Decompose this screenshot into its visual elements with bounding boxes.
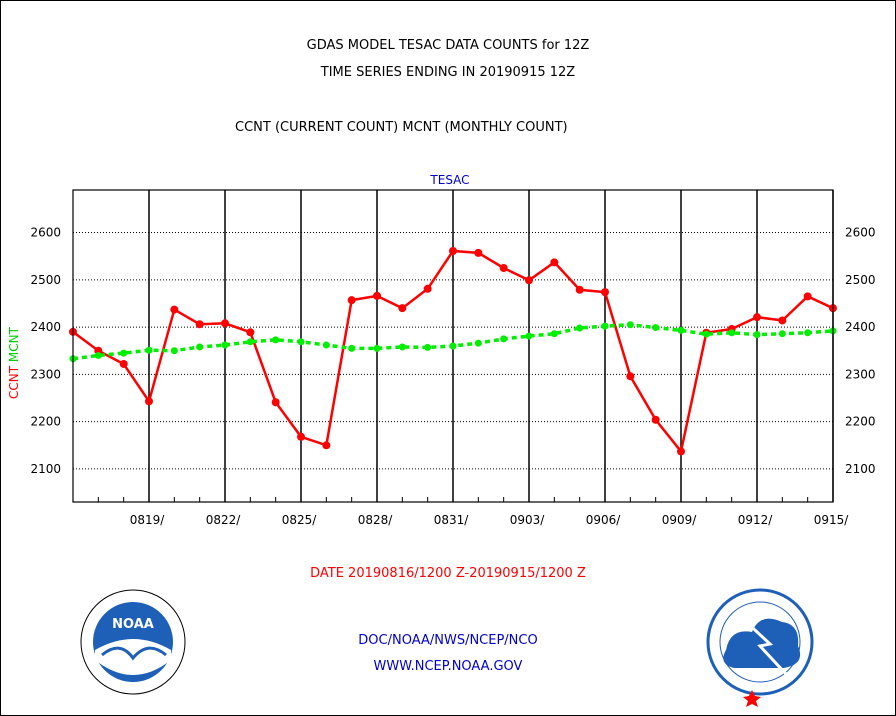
chart-subheading: TIME SERIES ENDING IN 20190915 12Z bbox=[320, 65, 576, 80]
data-point-mcnt bbox=[652, 324, 660, 332]
y-tick-label-left: 2600 bbox=[30, 226, 61, 240]
y-tick-label-left: 2200 bbox=[30, 415, 61, 429]
data-point-mcnt bbox=[677, 326, 685, 334]
data-point-ccnt bbox=[803, 292, 812, 301]
y-tick-label-right: 2300 bbox=[845, 367, 876, 381]
data-point-ccnt bbox=[474, 248, 483, 257]
data-point-ccnt bbox=[525, 276, 533, 285]
data-point-ccnt bbox=[297, 432, 305, 441]
y-tick-label-right: 2200 bbox=[845, 415, 876, 429]
axes: 2100 2100 2200 2200 2300 2300 2400 2400 2500 2500… bbox=[30, 189, 876, 527]
data-point-ccnt bbox=[271, 398, 280, 407]
data-point-mcnt bbox=[297, 338, 305, 346]
data-point-mcnt bbox=[576, 324, 584, 332]
y-tick-label-right: 2500 bbox=[845, 273, 876, 287]
data-point-ccnt bbox=[246, 328, 255, 337]
org-line: DOC/NOAA/NWS/NCEP/NCO bbox=[358, 633, 538, 648]
data-point-mcnt bbox=[728, 329, 736, 337]
data-point-mcnt bbox=[398, 343, 406, 351]
data-point-mcnt bbox=[525, 332, 533, 340]
series-description: CCNT (CURRENT COUNT) MCNT (MONTHLY COUNT… bbox=[235, 120, 568, 135]
data-point-mcnt bbox=[474, 339, 482, 347]
chart-heading: GDAS MODEL TESAC DATA COUNTS for 12Z bbox=[306, 38, 590, 53]
y-tick-label-left: 2300 bbox=[30, 367, 61, 381]
website-url: WWW.NCEP.NOAA.GOV bbox=[373, 659, 523, 674]
y-axis-label-mcnt: MCNT bbox=[7, 326, 21, 362]
y-tick-label-left: 2500 bbox=[30, 273, 61, 287]
data-point-mcnt bbox=[449, 342, 457, 350]
data-point-ccnt bbox=[753, 313, 761, 322]
y-tick-label-right: 2400 bbox=[845, 320, 876, 334]
x-tick-label: 0831/ bbox=[434, 513, 470, 527]
data-point-ccnt bbox=[778, 316, 787, 325]
data-point-ccnt bbox=[601, 288, 609, 297]
data-point-mcnt bbox=[94, 351, 102, 359]
data-point-mcnt bbox=[778, 330, 786, 338]
data-point-mcnt bbox=[500, 335, 508, 343]
data-point-mcnt bbox=[550, 330, 558, 338]
data-point-mcnt bbox=[272, 336, 280, 344]
data-point-mcnt bbox=[196, 343, 204, 351]
data-point-ccnt bbox=[119, 359, 128, 368]
data-point-ccnt bbox=[221, 319, 229, 328]
data-point-mcnt bbox=[246, 338, 254, 346]
y-axis-label: CCNT MCNT bbox=[7, 326, 21, 399]
data-point-mcnt bbox=[373, 344, 381, 352]
data-point-ccnt bbox=[575, 285, 584, 294]
data-point-mcnt bbox=[170, 347, 178, 355]
noaa-logo-text: NOAA bbox=[112, 617, 154, 632]
noaa-logo: NOAA bbox=[80, 589, 186, 695]
data-point-mcnt bbox=[221, 341, 229, 349]
data-point-ccnt bbox=[145, 397, 153, 406]
y-tick-label-left: 2400 bbox=[30, 320, 61, 334]
x-tick-label: 0819/ bbox=[130, 513, 166, 527]
data-point-mcnt bbox=[322, 341, 330, 349]
data-point-mcnt bbox=[702, 330, 710, 338]
data-point-ccnt bbox=[677, 447, 685, 456]
data-point-mcnt bbox=[348, 344, 356, 352]
y-tick-label-right: 2600 bbox=[845, 226, 876, 240]
x-tick-label: 0825/ bbox=[282, 513, 318, 527]
data-point-ccnt bbox=[651, 415, 660, 424]
x-tick-label: 0909/ bbox=[662, 513, 698, 527]
x-tick-label: 0915/ bbox=[814, 513, 850, 527]
data-point-ccnt bbox=[423, 284, 432, 293]
data-point-mcnt bbox=[753, 331, 761, 339]
data-point-ccnt bbox=[347, 296, 356, 305]
data-point-ccnt bbox=[626, 372, 635, 381]
data-point-ccnt bbox=[398, 304, 407, 313]
x-tick-label: 0903/ bbox=[510, 513, 546, 527]
data-point-mcnt bbox=[626, 321, 634, 329]
plot-frame bbox=[72, 189, 834, 503]
data-point-ccnt bbox=[170, 305, 179, 314]
x-tick-label: 0912/ bbox=[738, 513, 774, 527]
data-point-mcnt bbox=[804, 329, 812, 337]
data-point-mcnt bbox=[120, 349, 128, 357]
y-axis-label-ccnt: CCNT bbox=[7, 365, 21, 399]
series-layer bbox=[69, 246, 837, 456]
x-tick-label: 0906/ bbox=[586, 513, 622, 527]
y-tick-label-right: 2100 bbox=[845, 462, 876, 476]
date-range: DATE 20190816/1200 Z-20190915/1200 Z bbox=[310, 566, 586, 581]
data-point-mcnt bbox=[424, 343, 432, 351]
data-point-mcnt bbox=[601, 322, 609, 330]
data-point-ccnt bbox=[195, 320, 204, 329]
data-point-mcnt bbox=[145, 346, 153, 354]
data-point-ccnt bbox=[499, 264, 508, 272]
y-tick-label-left: 2100 bbox=[30, 462, 61, 476]
chart-title: TESAC bbox=[429, 173, 469, 187]
data-point-ccnt bbox=[550, 258, 559, 267]
data-point-ccnt bbox=[322, 441, 331, 450]
data-point-ccnt bbox=[449, 246, 457, 255]
nws-logo bbox=[706, 588, 814, 707]
x-tick-label: 0828/ bbox=[358, 513, 394, 527]
x-tick-label: 0822/ bbox=[206, 513, 242, 527]
data-point-ccnt bbox=[373, 291, 381, 300]
